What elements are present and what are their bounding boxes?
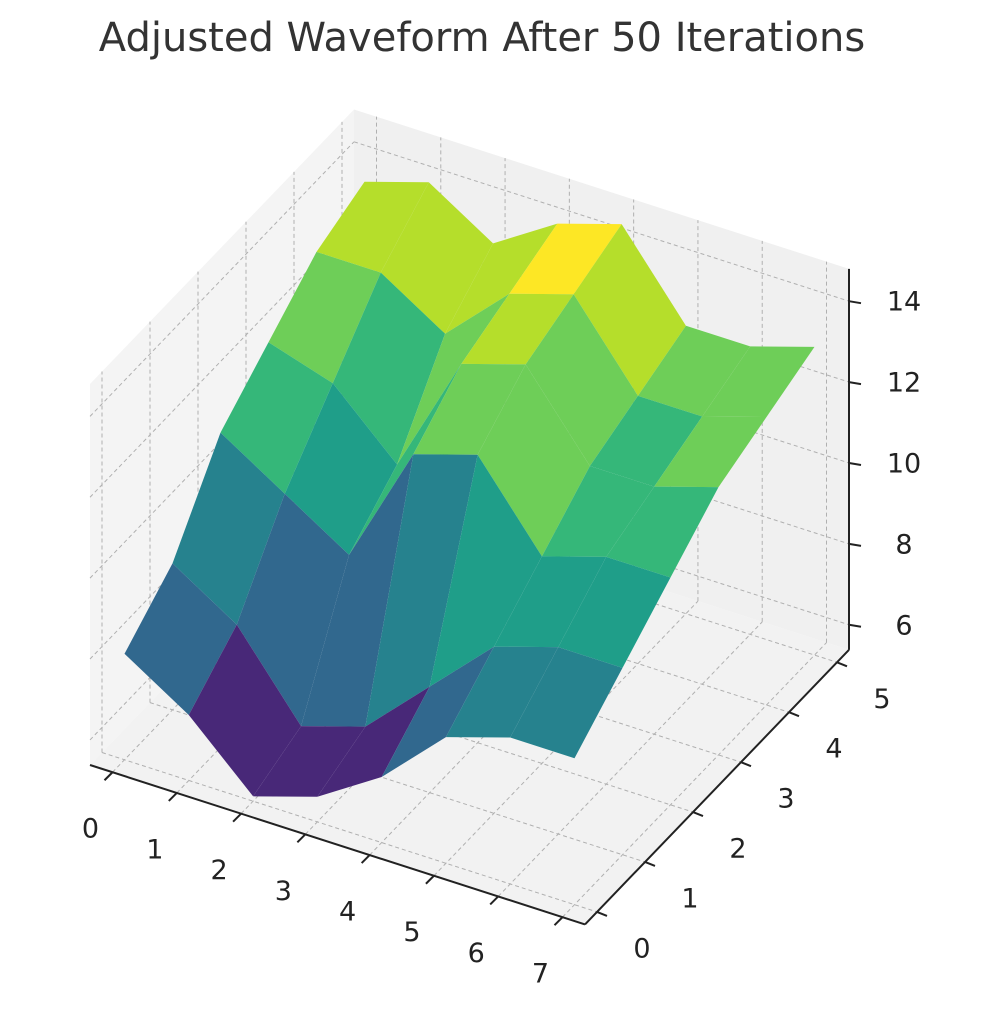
axis-line (584, 649, 850, 926)
x-tick (553, 916, 564, 926)
grid-line (89, 141, 355, 417)
z-tick-label: 6 (895, 610, 912, 641)
x-tick (296, 833, 307, 844)
surface-patch (349, 363, 462, 555)
x-tick-label: 3 (275, 876, 292, 907)
grid-line (562, 642, 827, 918)
y-tick (692, 811, 704, 817)
surface-patch (413, 363, 526, 455)
x-tick (425, 875, 435, 885)
surface-patch (654, 416, 767, 488)
z-tick (848, 381, 862, 386)
y-tick (644, 861, 656, 867)
x-tick (489, 895, 499, 906)
z-tick (848, 542, 862, 547)
surface-patch (477, 364, 590, 557)
surface-patch (525, 294, 638, 466)
z-tick (848, 461, 862, 466)
surface-patch (637, 325, 751, 417)
surface-patch (316, 181, 429, 273)
y-tick-label: 3 (777, 784, 794, 815)
surface-patch (589, 395, 703, 487)
y-tick-label: 1 (681, 883, 698, 914)
z-tick-label: 12 (887, 368, 921, 399)
surface-patch (301, 454, 414, 727)
z-tick-label: 14 (887, 287, 921, 318)
z-tick (848, 623, 862, 628)
surface-patch (541, 465, 655, 557)
y-tick-label: 2 (729, 834, 746, 865)
x-tick (103, 771, 114, 781)
grid-line (101, 752, 598, 913)
surface-patch (445, 646, 559, 738)
x-tick-label: 0 (82, 814, 99, 845)
y-tick-label: 4 (825, 734, 842, 765)
grid-line (353, 141, 850, 302)
y-tick (788, 711, 800, 718)
surface-patch (268, 251, 381, 384)
surface-patch (493, 556, 607, 648)
surface-patch (236, 493, 350, 727)
y-tick (836, 661, 848, 668)
surface-patch (253, 726, 366, 797)
surface-patch (509, 223, 622, 295)
axis-line (89, 764, 586, 926)
surface-patch (332, 272, 446, 465)
z-tick-label: 8 (895, 529, 912, 560)
x-tick-label: 6 (468, 938, 485, 969)
surface-patch (381, 646, 494, 778)
surface-patch (284, 383, 398, 555)
x-tick-label: 7 (532, 959, 549, 990)
z-tick-label: 10 (887, 448, 921, 479)
z-tick (848, 300, 862, 305)
x-tick-label: 2 (210, 855, 227, 886)
grid-line (497, 621, 763, 897)
surface-patch (317, 686, 430, 797)
surface-patch (461, 293, 574, 365)
x-tick (168, 792, 178, 802)
surface-patch (172, 432, 285, 625)
surface-patch (365, 454, 478, 727)
x-tick-label: 4 (339, 897, 356, 928)
surface-patch (124, 563, 237, 715)
surface-patch (510, 647, 623, 759)
surface-patch (429, 454, 542, 687)
surface-patch (702, 346, 815, 418)
y-tick (596, 910, 608, 917)
surface-patch (558, 556, 671, 668)
x-tick-label: 5 (403, 917, 420, 948)
y-tick-label: 0 (633, 933, 650, 964)
surface-patch (573, 224, 686, 396)
chart-title: Adjusted Waveform After 50 Iterations (99, 15, 865, 61)
surface-patch (606, 486, 719, 578)
y-tick (740, 761, 752, 768)
surface-patch (220, 342, 333, 494)
x-tick (360, 854, 371, 864)
y-tick-label: 5 (873, 684, 890, 715)
x-tick (232, 812, 242, 823)
x-tick-label: 1 (146, 834, 163, 865)
surface-patch (445, 223, 558, 334)
surface-patch (380, 182, 494, 334)
surface-patch (188, 624, 302, 797)
